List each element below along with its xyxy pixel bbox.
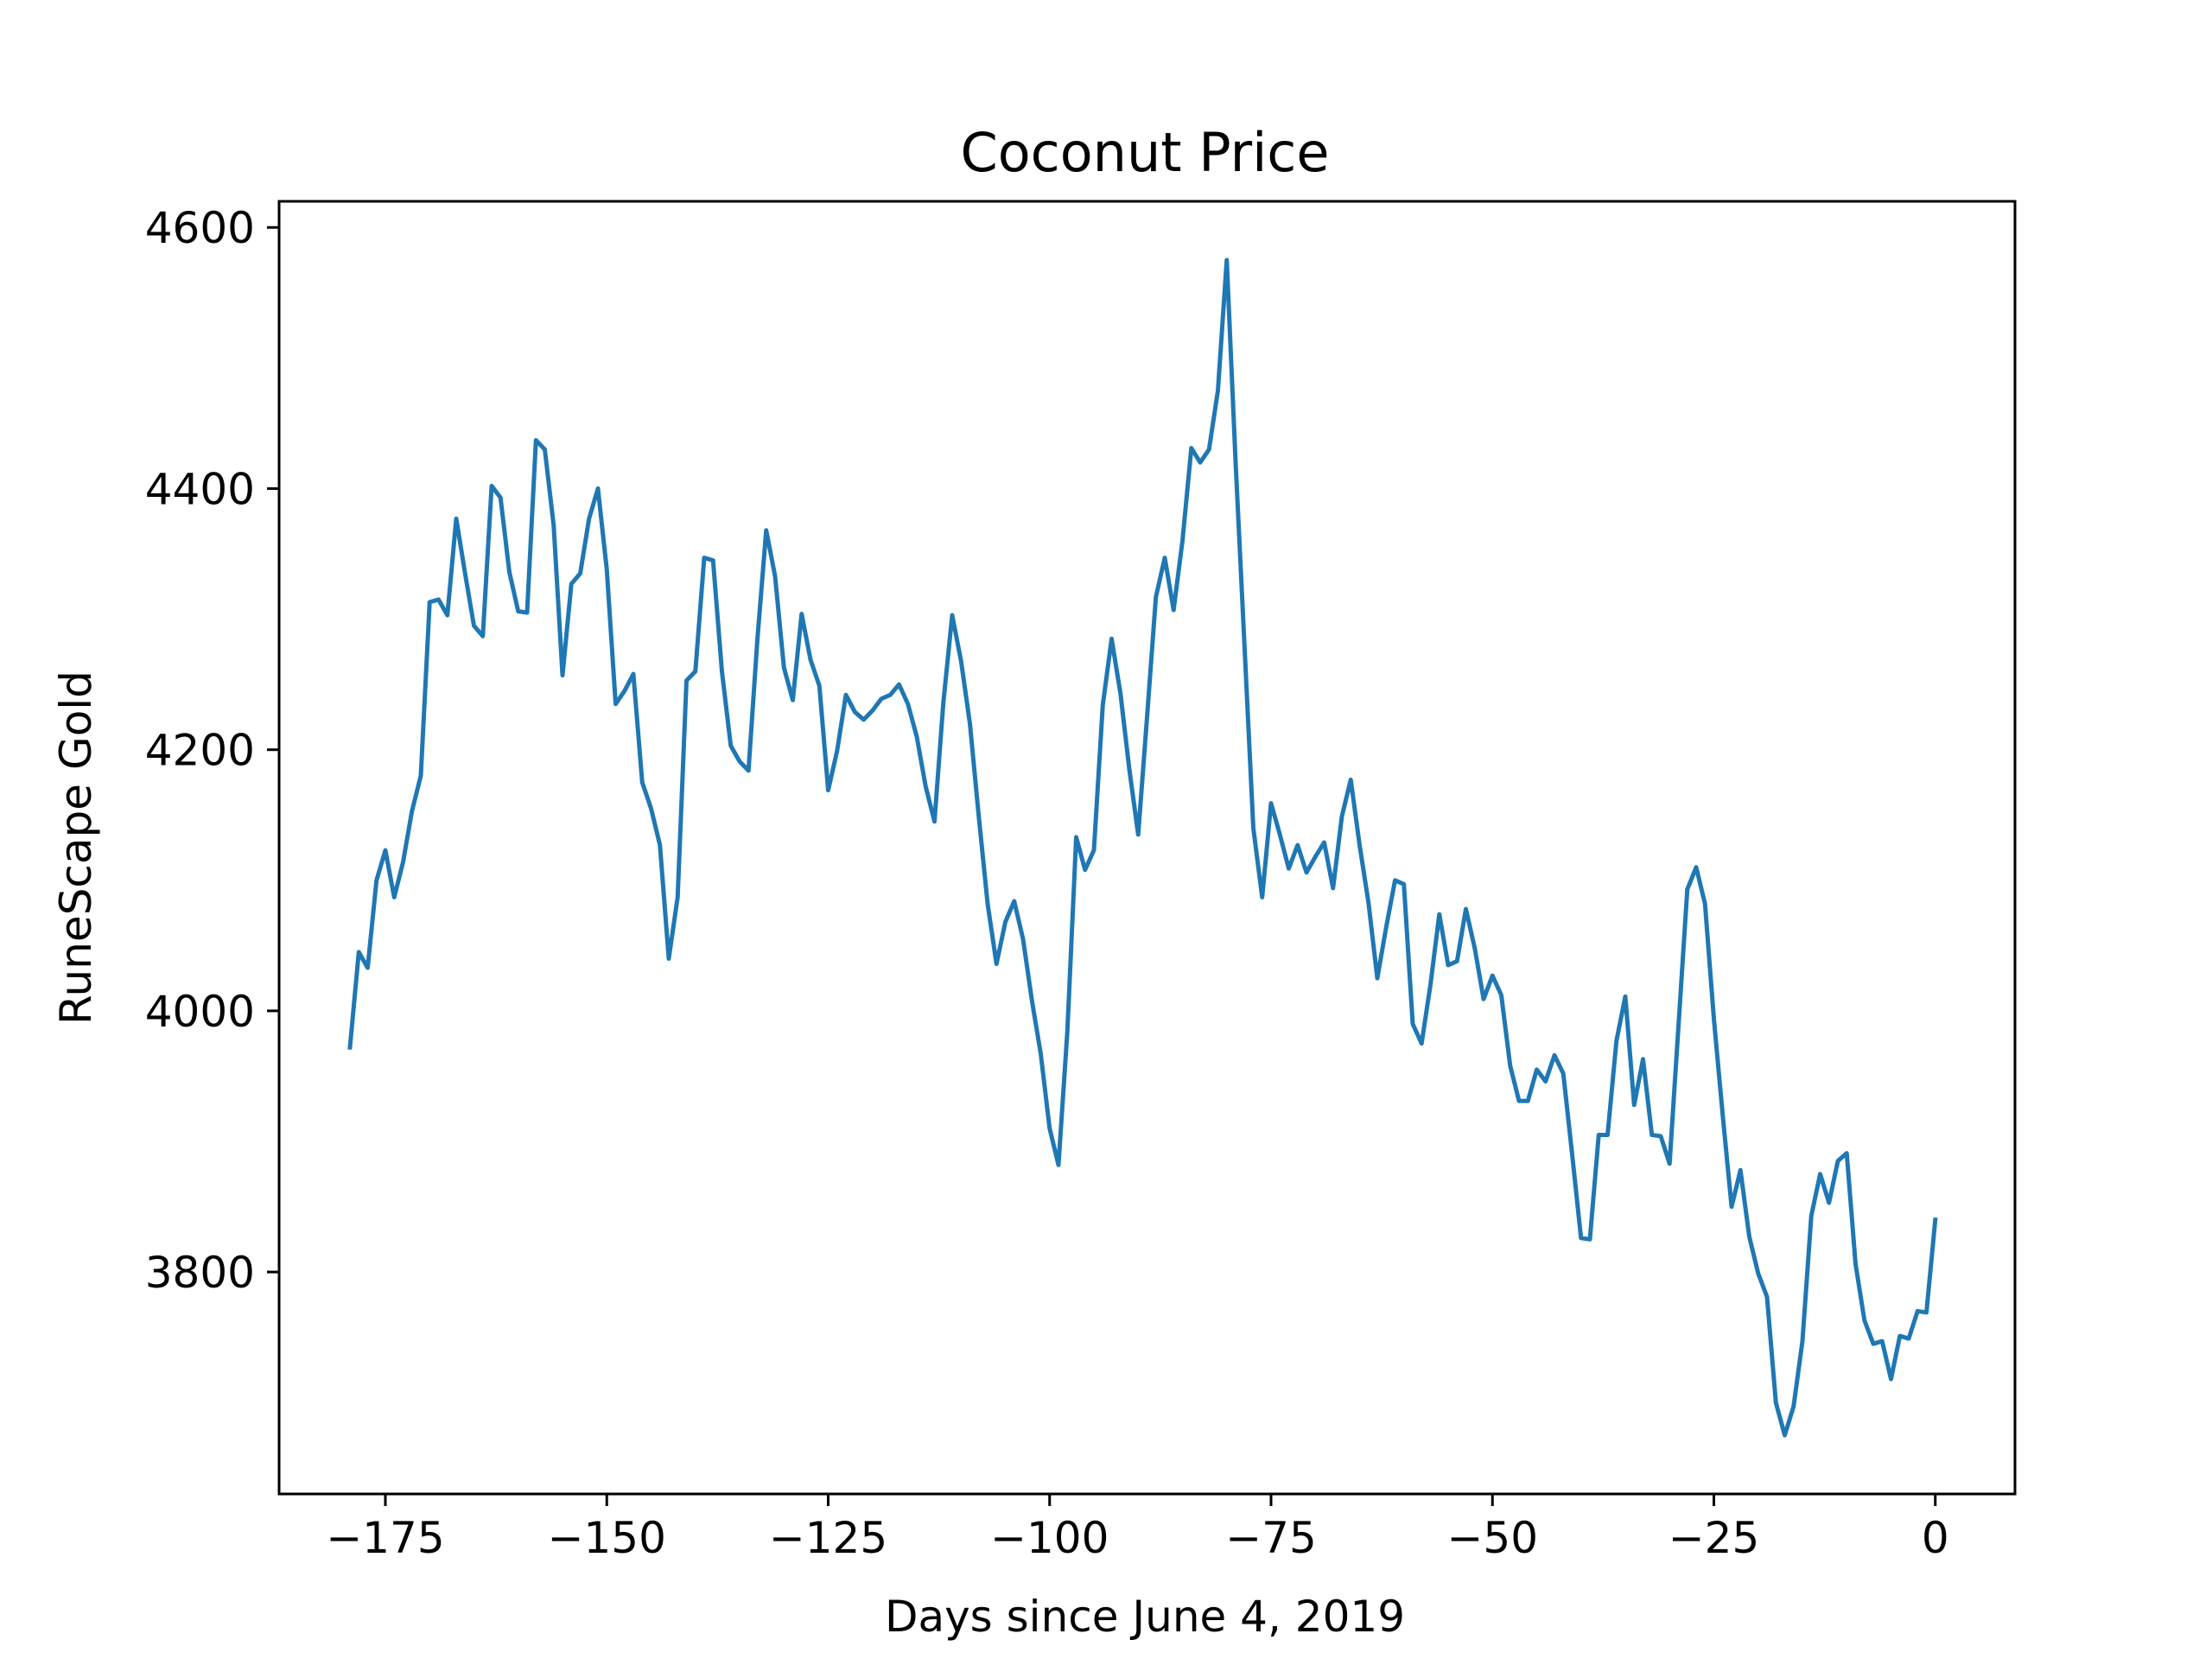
- x-tick-label: −75: [1225, 1513, 1317, 1563]
- plot-area-frame: [277, 200, 2017, 1496]
- y-tick-label: 4600: [145, 203, 255, 253]
- x-tick-label: −50: [1446, 1513, 1538, 1563]
- x-axis-ticks: −175 −150 −125 −100 −75 −50 −25 0: [326, 1494, 1949, 1563]
- y-axis-label: RuneScape Gold: [51, 671, 101, 1025]
- x-axis-label: Days since June 4, 2019: [885, 1592, 1405, 1642]
- x-tick-label: −150: [548, 1513, 666, 1563]
- x-tick-label: −25: [1669, 1513, 1760, 1563]
- y-tick-label: 4200: [145, 726, 255, 776]
- x-tick-label: −175: [326, 1513, 444, 1563]
- y-axis-ticks: 3800 4000 4200 4400 4600: [145, 203, 279, 1298]
- x-tick-label: 0: [1922, 1513, 1949, 1563]
- y-tick-label: 4000: [145, 987, 255, 1037]
- chart-title: Coconut Price: [960, 121, 1329, 184]
- y-tick-label: 4400: [145, 464, 255, 514]
- x-tick-label: −125: [769, 1513, 887, 1563]
- x-tick-label: −100: [990, 1513, 1109, 1563]
- price-series-line: [347, 257, 1938, 1438]
- y-tick-label: 3800: [145, 1248, 255, 1298]
